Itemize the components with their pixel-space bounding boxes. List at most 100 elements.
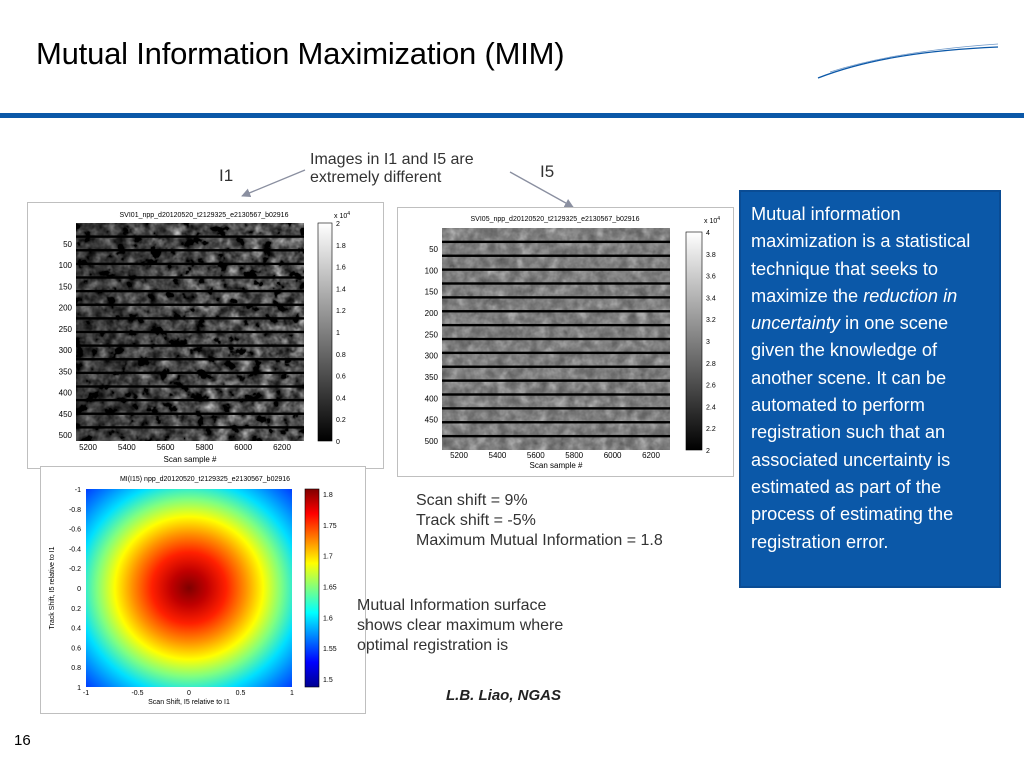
i5-colorbar-exponent: x 104 (704, 216, 720, 225)
i5-cb-tick-4: 3.2 (706, 317, 716, 324)
mi-cb-tick-0: 1.8 (323, 492, 333, 499)
mi-surface-heatmap (86, 489, 292, 687)
i5-stripe-3 (442, 268, 670, 271)
mi-cb-tick-1: 1.75 (323, 523, 337, 530)
i5-y-tick-1: 100 (425, 266, 439, 275)
track-shift-value: Track shift = -5% (416, 512, 536, 529)
i1-cb-tick-8: 0.4 (336, 395, 346, 402)
mi-x-tick-2: 0 (187, 690, 191, 697)
i1-cb-tick-6: 0.8 (336, 352, 346, 359)
i5-y-tick-2: 150 (425, 288, 439, 297)
i5-stripe-10 (442, 365, 670, 368)
i5-stripe-8 (442, 337, 670, 341)
mi-x-label: Scan Shift, I5 relative to I1 (148, 699, 230, 706)
i1-cb-tick-9: 0.2 (336, 417, 346, 424)
i1-y-tick-5: 300 (59, 346, 73, 355)
i5-cb-tick-1: 3.8 (706, 252, 716, 259)
mi-x-tick-0: -1 (83, 690, 89, 697)
i5-cb-tick-8: 2.4 (706, 404, 716, 411)
surface-note: Mutual Information surface shows clear m… (357, 596, 563, 656)
i1-stripe-9 (76, 344, 304, 347)
i1-stripe-3 (76, 262, 304, 266)
i5-x-label: Scan sample # (530, 461, 583, 470)
mi-y-tick-9: 0.8 (71, 665, 81, 672)
i5-scan-stripes (442, 240, 670, 438)
i1-stripe-4 (76, 276, 304, 279)
i1-stripe-12 (76, 385, 304, 388)
i1-y-tick-3: 200 (59, 304, 73, 313)
mi-y-tick-3: -0.4 (69, 546, 81, 553)
i5-label: I5 (540, 162, 555, 181)
i5-stripe-2 (442, 254, 670, 257)
i1-stripe-14 (76, 412, 304, 415)
i5-stripe-9 (442, 351, 670, 355)
i1-stripe-8 (76, 330, 304, 334)
i1-scan-stripes (76, 235, 304, 429)
i5-y-axis: 50 100 150 200 250 300 350 400 450 500 (425, 245, 439, 446)
mi-cb-tick-2: 1.7 (323, 554, 333, 561)
i1-stripe-1 (76, 235, 304, 238)
mi-plot-title: MI(I15) npp_d20120520_t2129325_e2130567_… (120, 476, 290, 483)
registration-stats: Scan shift = 9% Track shift = -5% Maximu… (416, 491, 663, 551)
mi-y-axis: -1 -0.8 -0.6 -0.4 -0.2 0 0.2 0.4 0.6 0.8 1 (69, 487, 81, 692)
i5-x-tick-5: 6200 (642, 451, 660, 460)
i1-y-tick-1: 100 (59, 261, 73, 270)
i5-x-tick-0: 5200 (450, 451, 468, 460)
i1-x-tick-1: 5400 (118, 443, 136, 452)
i5-stripe-5 (442, 296, 670, 299)
i1-x-tick-5: 6200 (273, 443, 291, 452)
surface-note-line-1: Mutual Information surface (357, 597, 547, 614)
i1-cb-tick-1: 1.8 (336, 243, 346, 250)
i1-stripe-15 (76, 426, 304, 429)
i5-stripe-14 (442, 421, 670, 424)
i5-cb-tick-2: 3.6 (706, 274, 716, 281)
mi-cb-tick-3: 1.65 (323, 585, 337, 592)
i1-y-tick-8: 450 (59, 410, 73, 419)
mi-cb-tick-4: 1.6 (323, 615, 333, 622)
i1-x-tick-4: 6000 (234, 443, 252, 452)
mim-description-box: Mutual information maximization is a sta… (739, 190, 1001, 588)
mi-y-tick-8: 0.6 (71, 645, 81, 652)
i1-stripe-13 (76, 398, 304, 402)
mi-colorbar (304, 488, 320, 688)
mi-surface-figure: MI(I15) npp_d20120520_t2129325_e2130567_… (40, 466, 366, 714)
i5-x-tick-4: 6000 (604, 451, 622, 460)
i5-stripe-11 (442, 379, 670, 382)
mi-x-tick-1: -0.5 (131, 690, 143, 697)
i1-x-tick-0: 5200 (79, 443, 97, 452)
mi-x-tick-4: 1 (290, 690, 294, 697)
i1-cb-tick-5: 1 (336, 330, 340, 337)
mi-colorbar-ticks: 1.8 1.75 1.7 1.65 1.6 1.55 1.5 (323, 492, 337, 684)
i5-x-tick-3: 5800 (565, 451, 583, 460)
i1-y-tick-6: 350 (59, 367, 73, 376)
mi-y-tick-1: -0.8 (69, 507, 81, 514)
i1-colorbar (317, 222, 333, 442)
i1-stripe-10 (76, 358, 304, 361)
i5-x-tick-2: 5600 (527, 451, 545, 460)
mi-x-axis: -1 -0.5 0 0.5 1 (83, 690, 294, 697)
i1-x-axis: 5200 5400 5600 5800 6000 6200 (79, 443, 291, 452)
i1-cb-tick-10: 0 (336, 439, 340, 446)
i1-stripe-7 (76, 317, 304, 320)
i5-cb-tick-7: 2.6 (706, 383, 716, 390)
mi-y-tick-5: 0 (77, 586, 81, 593)
i5-cb-tick-6: 2.8 (706, 361, 716, 368)
i1-plot-title: SVI01_npp_d20120520_t2129325_e2130567_b0… (120, 212, 289, 219)
i5-x-axis: 5200 5400 5600 5800 6000 6200 (450, 451, 660, 460)
title-rule (0, 113, 1024, 118)
slide-title: Mutual Information Maximization (MIM) (36, 36, 565, 71)
i5-stripe-15 (442, 434, 670, 438)
i5-y-tick-7: 400 (425, 394, 439, 403)
i5-stripe-12 (442, 393, 670, 396)
mi-y-tick-10: 1 (77, 685, 81, 692)
i5-cb-tick-5: 3 (706, 339, 710, 346)
i1-stripe-11 (76, 371, 304, 375)
max-mi-value: Maximum Mutual Information = 1.8 (416, 532, 663, 549)
description-text-1: Mutual information maximization is a sta… (751, 204, 971, 306)
mi-cb-tick-5: 1.55 (323, 646, 337, 653)
i1-colorbar-exponent: x 104 (334, 211, 350, 220)
i5-x-tick-1: 5400 (489, 451, 507, 460)
i5-stripe-4 (442, 282, 670, 285)
note-line-1: Images in I1 and I5 are (310, 151, 474, 168)
i5-stripe-6 (442, 310, 670, 313)
